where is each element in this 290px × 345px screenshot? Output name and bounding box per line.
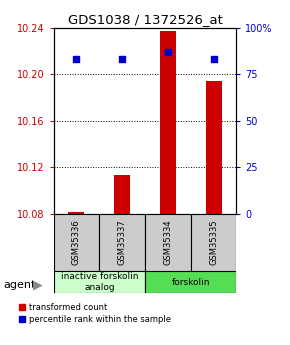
Text: ▶: ▶ (33, 278, 43, 291)
Bar (145, 271, 236, 293)
Bar (145, 214, 191, 271)
Point (211, 57, 216, 62)
Bar (114, 176, 130, 214)
Point (120, 57, 124, 62)
Bar (99, 214, 145, 271)
Bar (160, 31, 176, 214)
Text: GSM35337: GSM35337 (118, 219, 127, 265)
Text: agent: agent (3, 280, 35, 289)
Bar (68, 211, 84, 214)
Legend: transformed count, percentile rank within the sample: transformed count, percentile rank withi… (19, 303, 171, 324)
Bar (206, 81, 222, 214)
Point (166, 49, 170, 55)
Text: forskolin: forskolin (171, 277, 210, 287)
Bar (191, 214, 236, 271)
Title: GDS1038 / 1372526_at: GDS1038 / 1372526_at (68, 13, 222, 27)
Bar (54, 271, 145, 293)
Bar (54, 214, 99, 271)
Text: GSM35335: GSM35335 (209, 219, 218, 265)
Text: inactive forskolin
analog: inactive forskolin analog (61, 272, 138, 292)
Text: GSM35336: GSM35336 (72, 219, 81, 265)
Point (74, 57, 79, 62)
Text: GSM35334: GSM35334 (163, 219, 172, 265)
